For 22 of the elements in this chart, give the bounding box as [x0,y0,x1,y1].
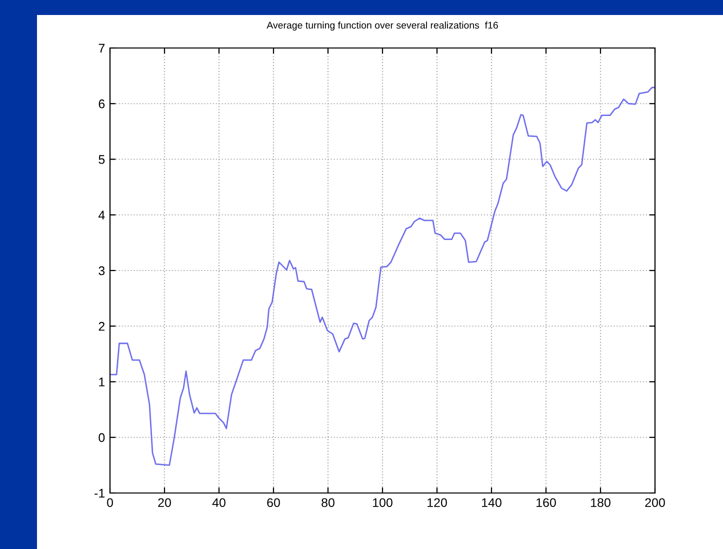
x-tick-label: 100 [373,498,392,508]
x-tick-label: 20 [158,498,171,508]
x-tick-label: 140 [482,498,502,508]
x-tick-label: 80 [322,498,334,508]
x-tick-label: 160 [536,498,556,508]
x-tick-label: 200 [645,498,665,508]
x-tick-label: 180 [591,498,610,508]
y-tick-label: 6 [98,99,105,108]
y-tick-label: 1 [99,378,105,386]
y-tick-label: 5 [98,155,105,164]
y-tick-label: 7 [98,44,105,53]
y-tick-label: -1 [94,488,105,498]
y-tick-label: 0 [98,433,105,442]
y-tick-label: 2 [98,322,105,331]
x-tick-label: 60 [267,498,280,508]
y-tick-label: 4 [98,210,105,220]
line-series [110,86,655,466]
x-tick-label: 0 [107,498,113,508]
y-tick-label: 3 [98,266,105,276]
x-tick-label: 120 [428,498,447,508]
chart-title: Average turning function over several realizations f16 [266,22,498,31]
x-tick-label: 40 [212,498,226,508]
